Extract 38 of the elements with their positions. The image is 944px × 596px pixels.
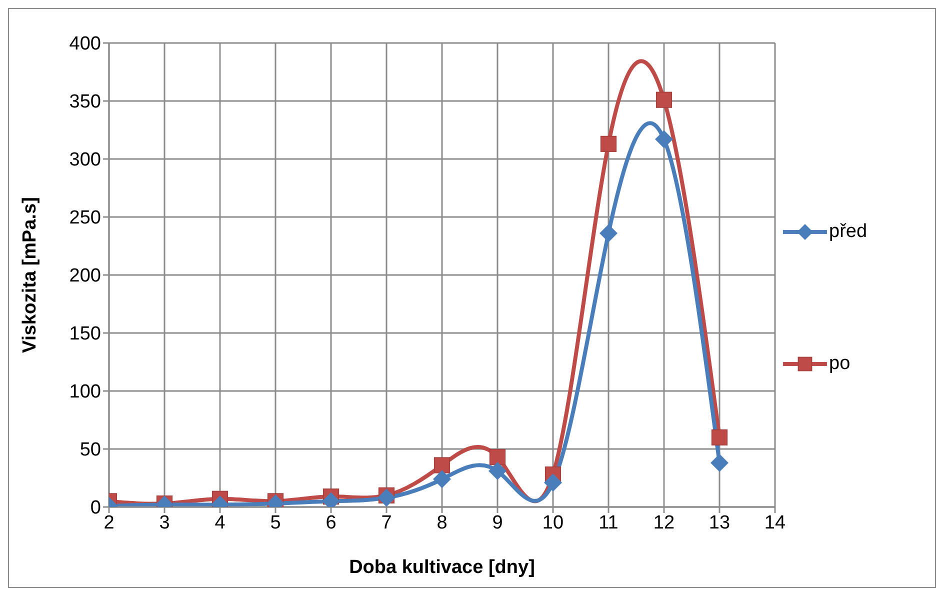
x-tick-label: 10 <box>542 512 564 534</box>
point <box>711 429 728 446</box>
y-tick-label: 100 <box>69 382 101 403</box>
point <box>434 457 450 474</box>
y-tick-label: 200 <box>69 266 101 287</box>
x-axis-title: Doba kultivace [dny] <box>349 557 535 578</box>
y-tick-label: 50 <box>80 440 101 461</box>
x-tick-label: 7 <box>381 512 392 534</box>
point <box>600 224 618 242</box>
x-tick-label: 8 <box>436 512 448 534</box>
point <box>655 130 673 148</box>
y-tick-label: 150 <box>69 324 101 345</box>
point <box>378 488 396 507</box>
x-tick-label: 12 <box>653 512 675 534</box>
y-tick-label: 400 <box>69 34 101 55</box>
x-tick-label: 4 <box>214 512 226 534</box>
point <box>600 136 617 152</box>
y-tick-label: 300 <box>69 150 101 171</box>
x-tick-label: 13 <box>708 512 730 534</box>
y-tick-label: 250 <box>69 208 101 229</box>
x-tick-label: 11 <box>598 512 618 534</box>
point <box>544 474 562 492</box>
point <box>710 454 728 472</box>
y-tick-label: 350 <box>69 92 101 113</box>
x-tick-label: 6 <box>326 512 336 534</box>
y-axis-title: Viskozita [mPa.s] <box>20 197 41 353</box>
point <box>489 449 506 466</box>
x-tick-label: 3 <box>159 512 170 534</box>
x-tick-label: 2 <box>104 512 114 534</box>
point <box>488 462 506 480</box>
point <box>433 470 451 488</box>
legend-label: před <box>829 221 868 243</box>
y-tick-label: 0 <box>90 498 101 519</box>
x-tick-label: 9 <box>492 512 503 534</box>
point <box>656 92 672 108</box>
legend-label: po <box>829 353 850 375</box>
x-tick-label: 5 <box>270 512 281 534</box>
x-tick-label: 14 <box>764 512 786 534</box>
